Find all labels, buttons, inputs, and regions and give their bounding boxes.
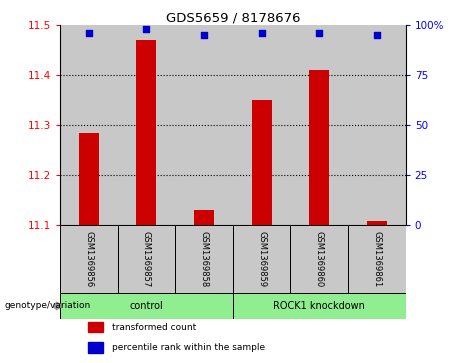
Bar <box>233 25 290 225</box>
Text: GSM1369856: GSM1369856 <box>84 231 93 287</box>
Point <box>315 30 323 36</box>
Bar <box>79 132 99 225</box>
Bar <box>233 225 290 293</box>
Title: GDS5659 / 8178676: GDS5659 / 8178676 <box>165 11 300 24</box>
Bar <box>233 293 406 319</box>
Bar <box>290 225 348 293</box>
Text: percentile rank within the sample: percentile rank within the sample <box>112 343 265 352</box>
Point <box>258 30 266 36</box>
Bar <box>348 225 406 293</box>
Text: ROCK1 knockdown: ROCK1 knockdown <box>273 301 365 311</box>
Bar <box>118 25 175 225</box>
Point <box>200 32 207 38</box>
Point <box>85 30 92 36</box>
Bar <box>136 40 156 225</box>
Bar <box>118 225 175 293</box>
Point <box>373 32 381 38</box>
Bar <box>367 221 387 225</box>
Text: GSM1369859: GSM1369859 <box>257 231 266 287</box>
Text: transformed count: transformed count <box>112 323 196 332</box>
Text: GSM1369861: GSM1369861 <box>372 231 381 287</box>
Text: GSM1369857: GSM1369857 <box>142 231 151 287</box>
Bar <box>175 25 233 225</box>
Point <box>142 26 150 32</box>
Text: GSM1369858: GSM1369858 <box>200 231 208 287</box>
Text: control: control <box>130 301 163 311</box>
Bar <box>290 25 348 225</box>
Text: GSM1369860: GSM1369860 <box>315 231 324 287</box>
Text: genotype/variation: genotype/variation <box>5 301 91 310</box>
Bar <box>348 25 406 225</box>
Bar <box>60 293 233 319</box>
Bar <box>60 225 118 293</box>
Bar <box>88 342 103 353</box>
Bar <box>175 225 233 293</box>
Bar <box>88 322 103 333</box>
Bar <box>252 100 272 225</box>
Bar <box>194 210 214 225</box>
Bar <box>60 25 118 225</box>
Bar <box>309 70 329 225</box>
